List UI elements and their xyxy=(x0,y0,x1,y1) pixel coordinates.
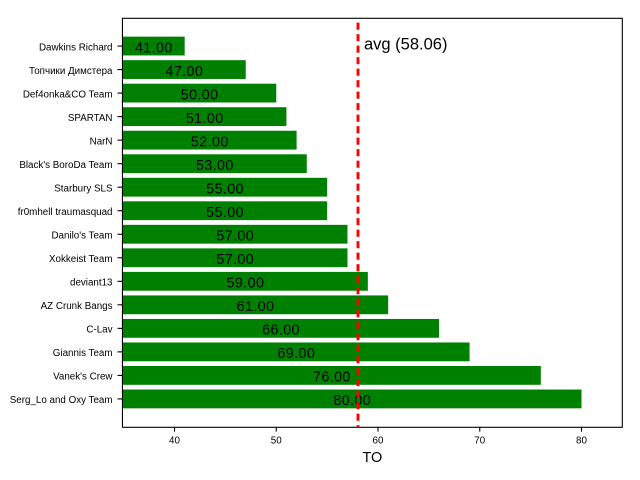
svg-text:55.00: 55.00 xyxy=(206,181,244,197)
svg-text:57.00: 57.00 xyxy=(216,228,254,244)
svg-text:55.00: 55.00 xyxy=(206,205,244,221)
svg-text:TO: TO xyxy=(362,450,382,466)
svg-text:SPARTAN: SPARTAN xyxy=(68,113,113,124)
svg-text:Serg_Lo and Oxy Team: Serg_Lo and Oxy Team xyxy=(10,395,113,406)
svg-text:66.00: 66.00 xyxy=(262,323,300,339)
svg-text:50: 50 xyxy=(271,435,282,446)
svg-text:avg (58.06): avg (58.06) xyxy=(364,35,447,53)
svg-text:80.00: 80.00 xyxy=(333,393,371,409)
svg-text:Топчики Димстера: Топчики Димстера xyxy=(29,66,113,77)
svg-text:80: 80 xyxy=(576,435,587,446)
svg-text:41.00: 41.00 xyxy=(135,40,173,56)
svg-text:Def4onka&CO Team: Def4onka&CO Team xyxy=(23,89,113,100)
svg-text:40: 40 xyxy=(169,435,180,446)
svg-text:Danilo's Team: Danilo's Team xyxy=(51,230,112,241)
svg-text:deviant13: deviant13 xyxy=(70,278,113,289)
svg-text:Xokkeist Team: Xokkeist Team xyxy=(49,254,113,265)
svg-text:Vanek's Crew: Vanek's Crew xyxy=(53,372,113,383)
svg-text:Black's BoroDa Team: Black's BoroDa Team xyxy=(19,160,112,171)
svg-text:57.00: 57.00 xyxy=(216,252,254,268)
svg-text:Starbury SLS: Starbury SLS xyxy=(54,183,113,194)
svg-text:52.00: 52.00 xyxy=(191,134,229,150)
svg-text:C-Lav: C-Lav xyxy=(86,325,112,336)
svg-text:50.00: 50.00 xyxy=(181,87,219,103)
svg-text:47.00: 47.00 xyxy=(165,64,203,80)
svg-text:61.00: 61.00 xyxy=(237,299,275,315)
svg-text:Dawkins Richard: Dawkins Richard xyxy=(39,42,113,53)
svg-text:NarN: NarN xyxy=(90,136,113,147)
svg-text:59.00: 59.00 xyxy=(227,276,265,292)
svg-text:70: 70 xyxy=(474,435,485,446)
svg-text:Giannis Team: Giannis Team xyxy=(53,348,113,359)
svg-text:76.00: 76.00 xyxy=(313,370,351,386)
svg-text:53.00: 53.00 xyxy=(196,158,234,174)
svg-text:fr0mhell traumasquad: fr0mhell traumasquad xyxy=(18,207,113,218)
svg-text:51.00: 51.00 xyxy=(186,111,224,127)
svg-text:AZ Crunk Bangs: AZ Crunk Bangs xyxy=(41,301,113,312)
svg-text:60: 60 xyxy=(373,435,384,446)
svg-text:69.00: 69.00 xyxy=(277,346,315,362)
